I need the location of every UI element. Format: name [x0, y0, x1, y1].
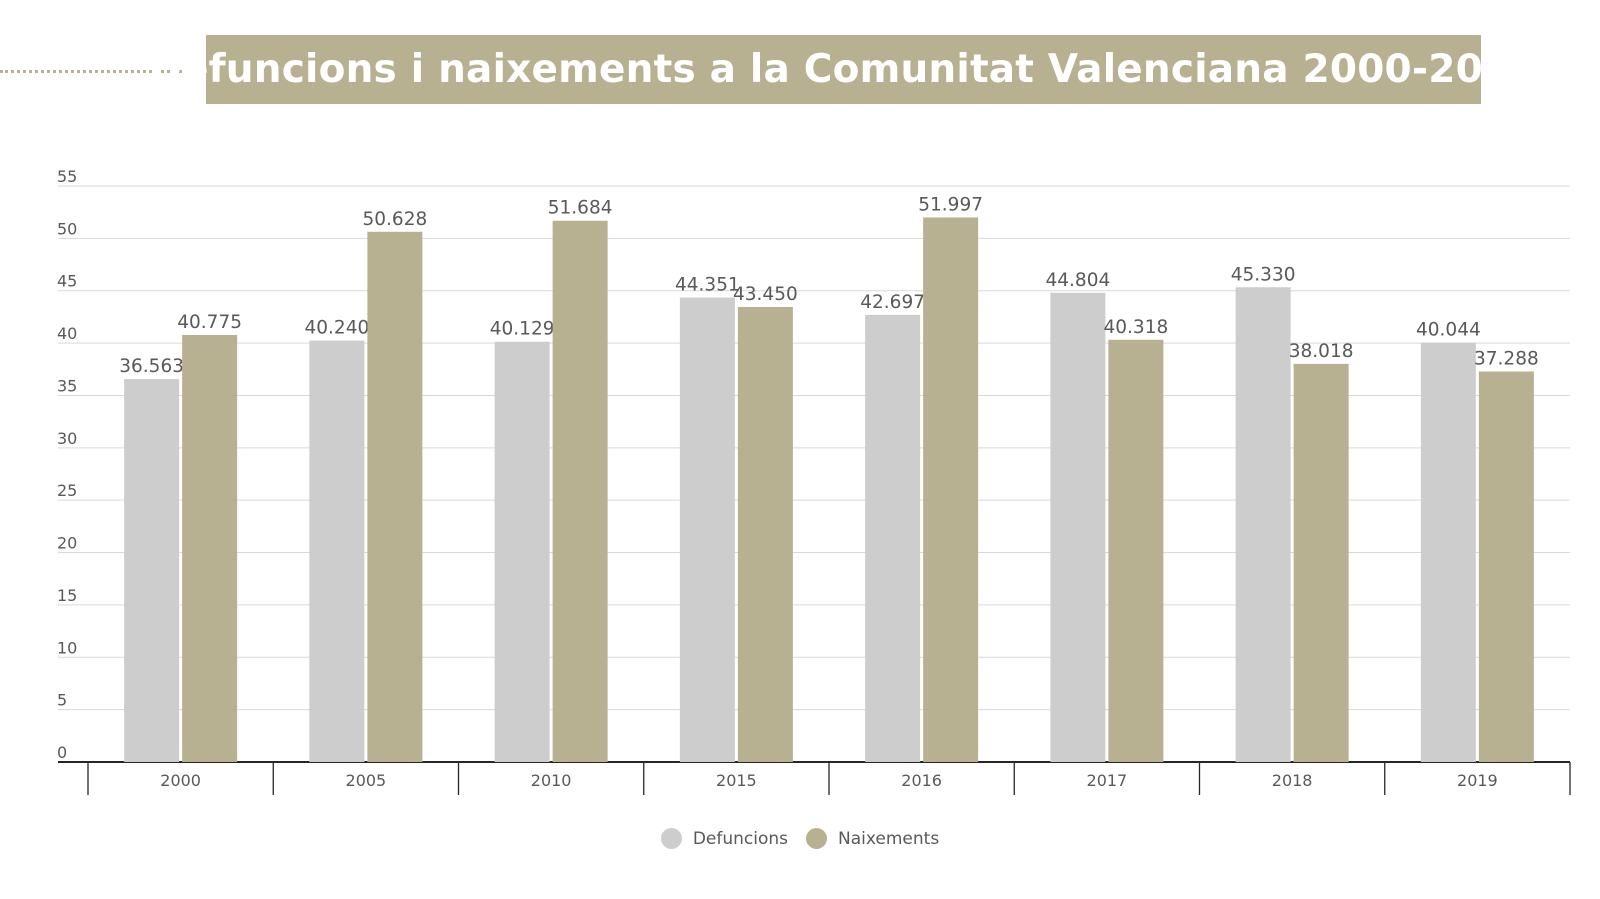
- y-tick-label: 40: [57, 324, 77, 343]
- x-tick-label-2005: 2005: [346, 771, 387, 790]
- data-label-defuncions-2016: 42.697: [860, 292, 925, 313]
- legend-swatch-naixements: [806, 828, 827, 849]
- y-tick-label: 5: [57, 691, 67, 710]
- y-tick-label: 25: [57, 481, 77, 500]
- x-tick-label-2010: 2010: [531, 771, 572, 790]
- data-label-defuncions-2018: 45.330: [1231, 264, 1296, 285]
- bar-naixements-2000: [182, 334, 238, 762]
- y-tick-label: 35: [57, 376, 77, 395]
- data-label-defuncions-2010: 40.129: [490, 319, 555, 340]
- y-tick-label: 50: [57, 219, 77, 238]
- y-tick-label: 15: [57, 586, 77, 605]
- y-tick-label: 45: [57, 272, 77, 291]
- x-tick-label-2018: 2018: [1272, 771, 1313, 790]
- data-label-naixements-2005: 50.628: [363, 209, 428, 230]
- y-tick-label: 20: [57, 534, 77, 553]
- x-tick-label-2019: 2019: [1457, 771, 1498, 790]
- bar-naixements-2016: [923, 217, 979, 763]
- bar-naixements-2015: [737, 306, 793, 762]
- chart-title: Defuncions i naixements a la Comunitat V…: [149, 47, 1538, 92]
- data-label-naixements-2015: 43.450: [733, 284, 798, 305]
- x-tick-label-2000: 2000: [160, 771, 201, 790]
- bar-defuncions-2016: [865, 314, 921, 762]
- data-label-defuncions-2000: 36.563: [119, 356, 184, 377]
- data-label-defuncions-2015: 44.351: [675, 275, 740, 296]
- data-label-naixements-2010: 51.684: [548, 198, 613, 219]
- bar-defuncions-2018: [1235, 287, 1291, 762]
- bar-defuncions-2000: [124, 379, 180, 762]
- bar-naixements-2017: [1108, 339, 1164, 762]
- data-label-naixements-2016: 51.997: [918, 194, 983, 215]
- data-label-naixements-2018: 38.018: [1289, 341, 1354, 362]
- bar-naixements-2018: [1293, 363, 1349, 762]
- y-tick-label: 55: [57, 167, 77, 186]
- title-dotted-leader: [0, 70, 206, 73]
- bar-defuncions-2017: [1050, 292, 1106, 762]
- data-label-naixements-2017: 40.318: [1104, 317, 1169, 338]
- bar-defuncions-2005: [309, 340, 365, 762]
- bar-defuncions-2010: [494, 341, 550, 762]
- data-label-naixements-2019: 37.288: [1474, 348, 1539, 369]
- data-label-defuncions-2017: 44.804: [1046, 270, 1111, 291]
- legend-label-naixements: Naixements: [838, 828, 940, 849]
- chart-legend: Defuncions Naixements: [0, 828, 1600, 849]
- title-banner: Defuncions i naixements a la Comunitat V…: [149, 35, 1537, 104]
- bar-defuncions-2019: [1420, 342, 1476, 762]
- bar-naixements-2010: [552, 220, 608, 763]
- data-label-defuncions-2005: 40.240: [305, 318, 370, 339]
- bar-defuncions-2015: [679, 297, 735, 762]
- x-tick-label-2016: 2016: [901, 771, 942, 790]
- legend-item-naixements[interactable]: Naixements: [806, 828, 939, 849]
- data-label-defuncions-2019: 40.044: [1416, 320, 1481, 341]
- x-tick-label-2017: 2017: [1087, 771, 1128, 790]
- y-tick-label: 10: [57, 638, 77, 657]
- legend-label-defuncions: Defuncions: [692, 828, 788, 849]
- y-tick-label: 0: [57, 743, 67, 762]
- legend-swatch-defuncions: [660, 828, 682, 849]
- legend-item-defuncions[interactable]: Defuncions: [660, 828, 788, 849]
- data-label-naixements-2000: 40.775: [177, 312, 242, 333]
- bar-naixements-2005: [367, 231, 423, 763]
- bar-naixements-2019: [1478, 371, 1534, 762]
- y-tick-label: 30: [57, 429, 77, 448]
- x-tick-label-2015: 2015: [716, 771, 757, 790]
